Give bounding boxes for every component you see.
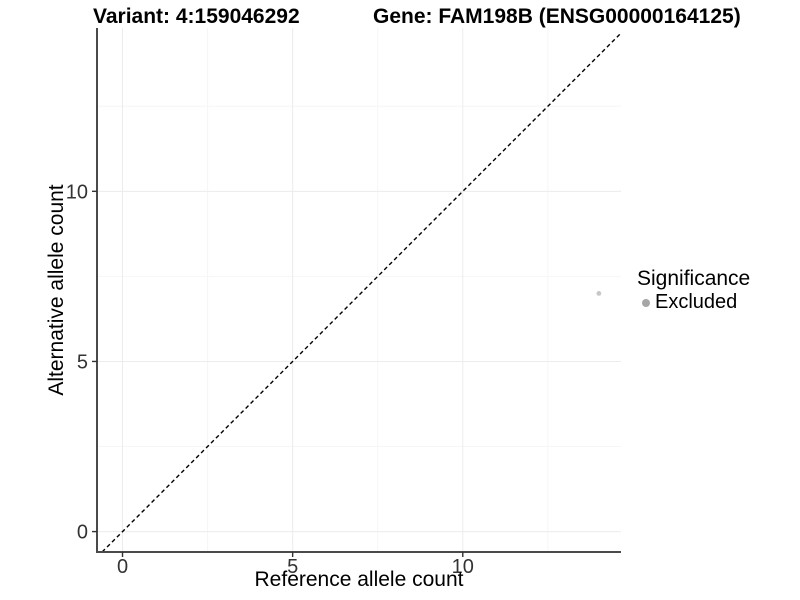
y-tick-label: 0 xyxy=(77,522,88,544)
x-axis-title: Reference allele count xyxy=(254,568,464,591)
legend-point-icon xyxy=(642,298,650,307)
legend-item-label: Excluded xyxy=(655,291,738,313)
x-tick-label: 0 xyxy=(117,556,128,578)
y-tick-label: 10 xyxy=(66,181,88,203)
legend-item-excluded: Excluded xyxy=(637,291,750,314)
plot-title-variant: Variant: 4:159046292 xyxy=(93,5,300,28)
legend: Significance Excluded xyxy=(637,267,750,314)
x-tick-label: 5 xyxy=(287,556,298,578)
legend-title: Significance xyxy=(637,267,751,290)
y-tick-label: 5 xyxy=(77,351,88,373)
plot-title-gene: Gene: FAM198B (ENSG00000164125) xyxy=(373,5,741,28)
data-point xyxy=(596,291,602,296)
x-tick-label: 10 xyxy=(452,556,474,578)
identity-line xyxy=(101,32,622,553)
y-axis-title: Alternative allele count xyxy=(45,184,68,396)
